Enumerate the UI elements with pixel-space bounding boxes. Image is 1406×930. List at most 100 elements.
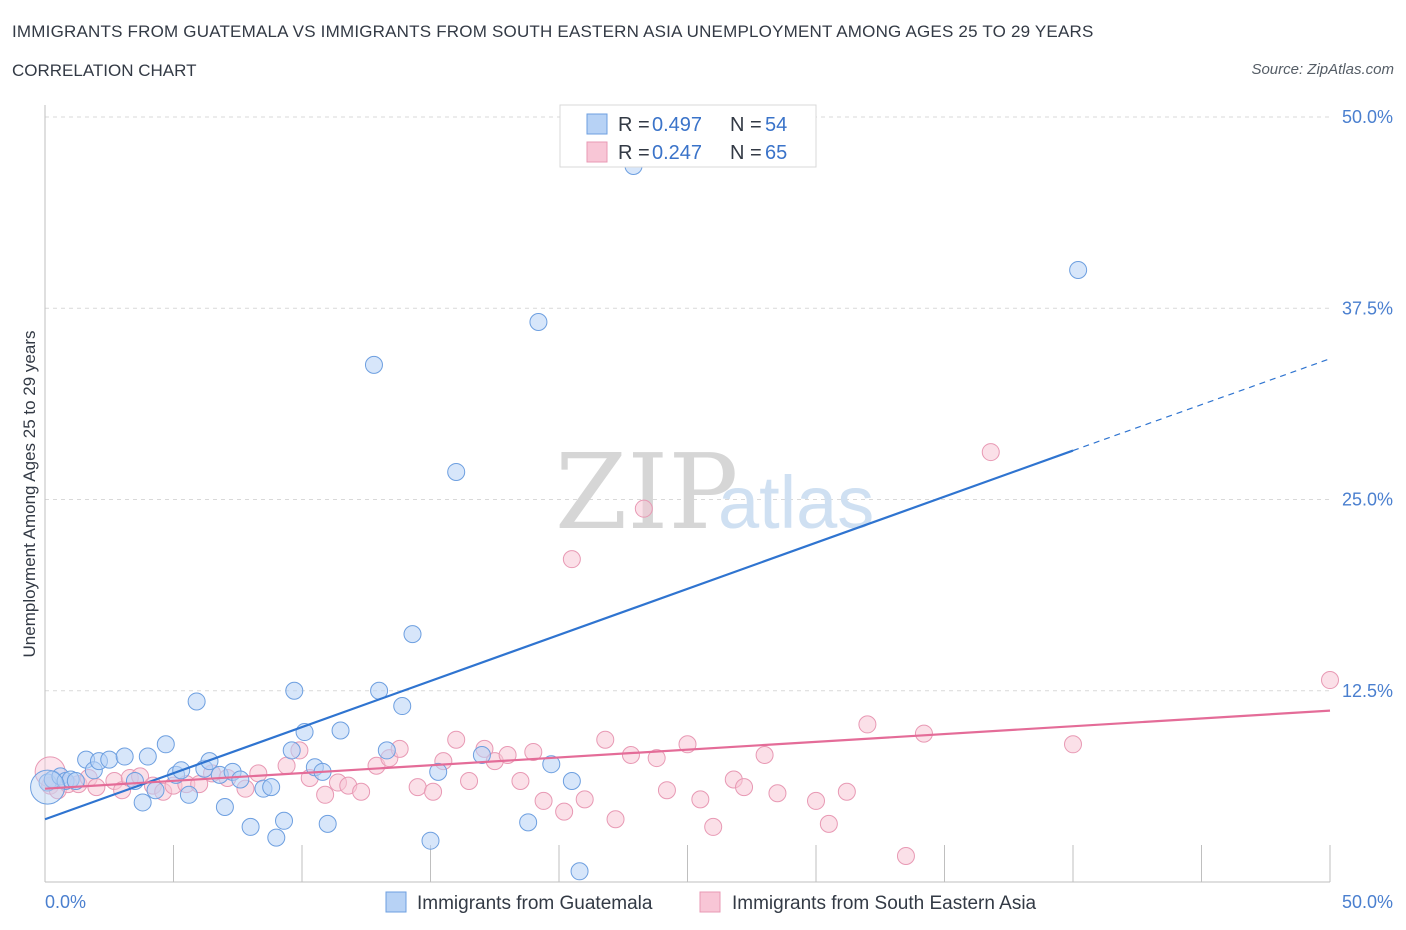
chart-subtitle: CORRELATION CHART xyxy=(12,61,197,80)
guatemala-point-38 xyxy=(364,355,383,374)
guatemala-point-45 xyxy=(447,462,466,481)
guatemala-point-10 xyxy=(115,747,134,766)
guatemala-point-12 xyxy=(133,793,152,812)
legend-n-value-1: 54 xyxy=(765,114,787,136)
bottom-legend: Immigrants from Guatemala Immigrants fro… xyxy=(385,891,1037,914)
bottom-legend-swatch-sea xyxy=(699,891,721,913)
guatemala-point-28 xyxy=(262,778,281,797)
sea-point-38 xyxy=(524,742,543,761)
guatemala-point-36 xyxy=(318,814,337,833)
sea-point-45 xyxy=(621,746,640,765)
legend-n-label-2: N = xyxy=(730,142,762,164)
sea-point-41 xyxy=(562,550,581,569)
legend-n-label-1: N = xyxy=(730,114,762,136)
sea-point-51 xyxy=(704,817,723,836)
guatemala-point-18 xyxy=(179,785,198,804)
guatemala-point-15 xyxy=(156,735,175,754)
watermark-zip: ZIP xyxy=(555,431,738,553)
guatemala-point-32 xyxy=(285,681,304,700)
y-tick-label-0: 12.5% xyxy=(1342,681,1393,701)
guatemala-point-46 xyxy=(472,746,491,765)
sea-point-46 xyxy=(634,499,653,518)
guatemala-point-30 xyxy=(275,811,294,830)
guatemala-point-42 xyxy=(403,625,422,644)
y-tick-label-2: 37.5% xyxy=(1342,298,1393,318)
guatemala-point-48 xyxy=(529,313,548,332)
sea-point-55 xyxy=(768,784,787,803)
sea-point-57 xyxy=(819,814,838,833)
sea-point-62 xyxy=(981,443,1000,462)
x-tick-label-max: 50.0% xyxy=(1342,892,1393,912)
bottom-legend-label-sea: Immigrants from South Eastern Asia xyxy=(732,893,1037,914)
guatemala-point-29 xyxy=(267,828,286,847)
sea-point-44 xyxy=(606,810,625,829)
guatemala-point-44 xyxy=(429,762,448,781)
sea-point-19 xyxy=(277,756,296,775)
sea-point-22 xyxy=(316,785,335,804)
guatemala-point-23 xyxy=(215,798,234,817)
guatemala-point-31 xyxy=(282,741,301,760)
sea-point-43 xyxy=(596,730,615,749)
guatemala-trend-line xyxy=(44,449,1074,821)
guatemala-point-50 xyxy=(562,772,581,791)
sea-trend-line xyxy=(44,709,1331,790)
x-tick-label-min: 0.0% xyxy=(45,892,86,912)
guatemala-point-43 xyxy=(421,831,440,850)
sea-point-33 xyxy=(460,772,479,791)
guatemala-point-40 xyxy=(377,741,396,760)
guatemala-trend-extension xyxy=(1072,358,1331,452)
guatemala-point-37 xyxy=(331,721,350,740)
guatemala-point-13 xyxy=(138,747,157,766)
x-axis-ticks xyxy=(44,845,1331,882)
guatemala-point-9 xyxy=(100,750,119,769)
guatemala-point-53 xyxy=(1069,261,1088,279)
sea-point-5 xyxy=(87,778,106,797)
sea-point-61 xyxy=(914,724,933,743)
sea-point-60 xyxy=(896,846,915,865)
sea-point-58 xyxy=(837,782,856,801)
sea-point-30 xyxy=(424,782,443,801)
legend-n-value-2: 65 xyxy=(765,142,787,164)
bottom-legend-label-guatemala: Immigrants from Guatemala xyxy=(417,893,653,914)
sea-point-32 xyxy=(447,730,466,749)
chart-title: IMMIGRANTS FROM GUATEMALA VS IMMIGRANTS … xyxy=(12,22,1094,41)
legend-r-value-1: 0.497 xyxy=(652,114,702,136)
source-credit: Source: ZipAtlas.com xyxy=(1251,61,1394,78)
sea-point-18 xyxy=(249,764,268,783)
guatemala-point-41 xyxy=(393,697,412,716)
sea-point-39 xyxy=(534,791,553,810)
y-tick-label-1: 25.0% xyxy=(1342,490,1393,510)
legend-r-label-2: R = xyxy=(618,142,650,164)
legend-swatch-sea xyxy=(586,141,608,163)
legend-r-value-2: 0.247 xyxy=(652,142,702,164)
watermark-atlas: atlas xyxy=(718,461,874,544)
guatemala-point-19 xyxy=(187,692,206,711)
sea-point-50 xyxy=(691,790,710,809)
sea-point-54 xyxy=(755,746,774,765)
guatemala-point-47 xyxy=(519,813,538,832)
sea-point-29 xyxy=(408,778,427,797)
guatemala-point-51 xyxy=(570,862,589,881)
grid-lines xyxy=(45,116,1330,692)
sea-point-25 xyxy=(352,782,371,801)
sea-point-53 xyxy=(735,778,754,797)
y-axis-label: Unemployment Among Ages 25 to 29 years xyxy=(20,331,39,658)
legend-box: R = 0.497 N = 54 R = 0.247 N = 65 xyxy=(559,104,817,168)
sea-point-47 xyxy=(647,749,666,768)
sea-point-37 xyxy=(511,772,530,791)
legend-r-label-1: R = xyxy=(618,114,650,136)
series-guatemala-points xyxy=(30,156,1088,881)
sea-point-48 xyxy=(657,781,676,800)
sea-point-40 xyxy=(555,802,574,821)
guatemala-point-5 xyxy=(66,772,85,791)
guatemala-point-26 xyxy=(241,817,260,836)
trend-lines xyxy=(44,358,1331,821)
bottom-legend-swatch-guatemala xyxy=(385,891,407,913)
legend-swatch-guatemala xyxy=(586,113,608,135)
sea-point-56 xyxy=(807,791,825,810)
guatemala-point-14 xyxy=(146,781,165,800)
sea-point-64 xyxy=(1321,671,1339,690)
guatemala-point-49 xyxy=(542,755,561,774)
guatemala-point-25 xyxy=(231,770,250,789)
